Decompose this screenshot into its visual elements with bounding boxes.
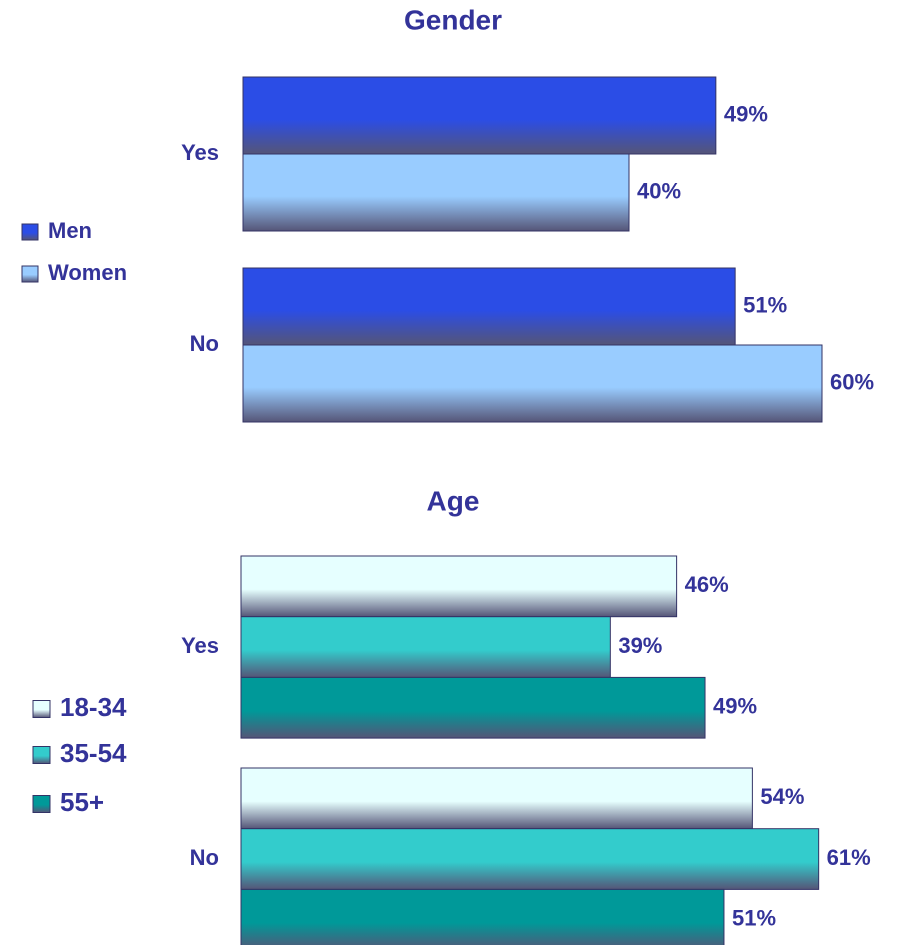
legend-swatch — [32, 700, 51, 718]
category-label: No — [190, 331, 219, 356]
category-label: No — [190, 845, 219, 870]
bar — [242, 153, 630, 232]
bar — [240, 676, 706, 739]
value-label: 51% — [732, 906, 776, 931]
bar — [240, 616, 611, 678]
legend-swatch — [21, 265, 39, 283]
value-label: 54% — [760, 784, 804, 809]
value-label: 49% — [724, 101, 768, 126]
legend-swatch — [32, 746, 51, 764]
legend-label: Women — [48, 260, 127, 285]
value-label: 39% — [618, 633, 662, 658]
legend-swatch — [21, 223, 39, 241]
legend-label: 35-54 — [60, 738, 127, 768]
bar — [240, 828, 820, 890]
value-label: 60% — [830, 369, 874, 394]
category-label: Yes — [181, 140, 219, 165]
chart-title: Age — [427, 485, 480, 516]
value-label: 61% — [827, 845, 871, 870]
chart-title: Gender — [404, 4, 502, 35]
value-label: 51% — [743, 292, 787, 317]
bar — [242, 344, 823, 423]
value-label: 49% — [713, 694, 757, 719]
value-label: 46% — [685, 572, 729, 597]
legend-label: 18-34 — [60, 692, 127, 722]
category-label: Yes — [181, 633, 219, 658]
bar — [242, 267, 736, 346]
legend-label: 55+ — [60, 787, 104, 817]
legend-swatch — [32, 795, 51, 813]
bar — [240, 888, 725, 945]
bar — [240, 767, 753, 830]
bar — [240, 555, 678, 618]
value-label: 40% — [637, 178, 681, 203]
bar — [242, 76, 717, 155]
legend-label: Men — [48, 218, 92, 243]
